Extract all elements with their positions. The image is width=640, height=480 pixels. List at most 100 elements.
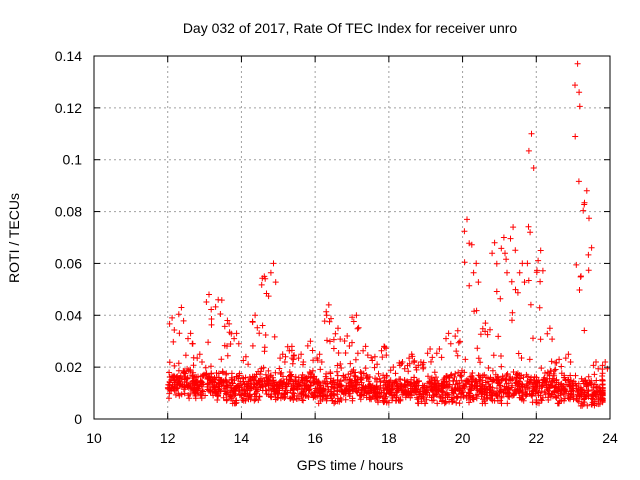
- data-point: [214, 397, 221, 403]
- data-point: [337, 336, 344, 343]
- data-point: [343, 382, 350, 389]
- data-point: [487, 389, 494, 396]
- data-point: [219, 369, 226, 376]
- data-point: [574, 60, 581, 67]
- data-point: [516, 269, 523, 276]
- data-point: [321, 378, 328, 385]
- data-point: [291, 352, 298, 359]
- data-point: [510, 224, 517, 231]
- data-point: [477, 331, 484, 338]
- data-point: [260, 364, 267, 371]
- data-point: [367, 394, 374, 401]
- data-point: [591, 371, 598, 378]
- data-point: [330, 377, 337, 384]
- data-point: [537, 336, 544, 343]
- data-point: [240, 395, 247, 402]
- x-tick-label: 18: [381, 430, 397, 446]
- data-point: [595, 401, 602, 408]
- data-point: [431, 369, 438, 376]
- data-point: [220, 385, 227, 392]
- data-point: [322, 394, 329, 400]
- data-point: [211, 389, 218, 396]
- data-point: [206, 387, 213, 394]
- data-point: [525, 380, 532, 387]
- data-point: [498, 394, 505, 401]
- data-point: [369, 384, 376, 391]
- data-point: [498, 353, 504, 359]
- data-point: [193, 387, 200, 394]
- data-point: [573, 261, 580, 268]
- data-point: [520, 374, 527, 381]
- data-point: [502, 250, 508, 257]
- y-axis-label: ROTI / TECUs: [6, 193, 22, 283]
- y-tick-labels: 0 0.02 0.04 0.06 0.08 0.1 0.12 0.14: [55, 48, 82, 427]
- data-point: [242, 353, 249, 360]
- data-point: [268, 372, 274, 379]
- data-point: [527, 379, 534, 386]
- data-point: [519, 384, 525, 391]
- data-point: [576, 103, 583, 110]
- data-point: [481, 391, 488, 398]
- data-point: [497, 388, 504, 395]
- data-point: [576, 89, 583, 96]
- data-point: [338, 383, 345, 390]
- data-point: [392, 379, 399, 385]
- data-point: [536, 400, 542, 407]
- data-point: [222, 377, 229, 384]
- data-point: [353, 388, 360, 395]
- data-point: [381, 343, 388, 350]
- data-point: [199, 359, 205, 365]
- data-point: [490, 352, 497, 359]
- data-point: [317, 366, 324, 373]
- data-point: [390, 364, 397, 371]
- data-point: [360, 347, 367, 354]
- data-point: [364, 352, 371, 359]
- data-point: [360, 370, 367, 377]
- data-point: [226, 329, 233, 336]
- data-point: [485, 381, 492, 387]
- data-point: [473, 260, 480, 267]
- y-tick-label: 0.1: [63, 152, 83, 168]
- data-point: [434, 400, 441, 407]
- data-point: [477, 359, 484, 366]
- data-point: [197, 373, 204, 380]
- data-point: [442, 399, 449, 406]
- data-point: [358, 375, 365, 382]
- data-point: [524, 384, 531, 391]
- data-point: [257, 371, 264, 378]
- data-point: [232, 385, 239, 392]
- data-point: [323, 370, 330, 377]
- data-point: [282, 353, 289, 360]
- data-point: [549, 382, 556, 389]
- data-point: [346, 343, 353, 349]
- data-point: [567, 383, 574, 390]
- data-point: [202, 371, 209, 378]
- data-point: [469, 370, 476, 376]
- data-point: [417, 359, 424, 365]
- data-point: [457, 338, 463, 345]
- data-point: [278, 369, 285, 376]
- data-point: [453, 399, 460, 406]
- data-point: [270, 388, 277, 395]
- data-point: [277, 395, 284, 402]
- data-point: [415, 395, 422, 402]
- data-point: [415, 362, 422, 369]
- data-point: [176, 381, 182, 387]
- data-point: [186, 395, 193, 402]
- data-point: [224, 343, 230, 350]
- data-point: [509, 317, 515, 324]
- data-point: [505, 385, 512, 392]
- data-point: [380, 372, 387, 379]
- data-point: [208, 306, 215, 313]
- data-point: [434, 377, 441, 384]
- data-point: [325, 301, 332, 308]
- data-point: [352, 380, 359, 387]
- data-point: [436, 346, 443, 352]
- data-point: [526, 356, 533, 363]
- data-point: [239, 397, 246, 403]
- data-point: [546, 371, 553, 377]
- data-point: [473, 377, 480, 384]
- data-point: [272, 369, 279, 376]
- data-point: [316, 351, 323, 358]
- data-point: [466, 240, 473, 247]
